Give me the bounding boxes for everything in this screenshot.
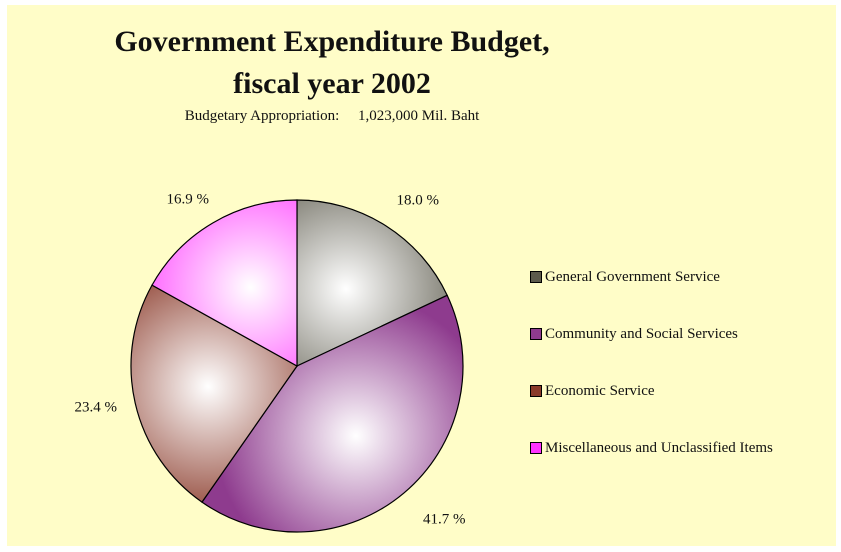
legend-item-general-government-service: General Government Service — [530, 267, 720, 287]
pie-slice-community-and-social-services — [201, 294, 464, 533]
chart-title-line-1: Government Expenditure Budget, — [114, 25, 550, 58]
chart-subtitle: Budgetary Appropriation: 1,023,000 Mil. … — [184, 108, 480, 124]
slice-value-label: 18.0 % — [396, 192, 439, 209]
legend-item-economic-service: Economic Service — [530, 381, 655, 401]
legend-label: General Government Service — [545, 268, 720, 285]
pie-chart — [130, 199, 464, 533]
legend-item-miscellaneous-and-unclassified-items: Miscellaneous and Unclassified Items — [530, 438, 773, 458]
legend-label: Economic Service — [545, 382, 655, 399]
legend-label: Miscellaneous and Unclassified Items — [545, 439, 773, 456]
chart-title-line-2: fiscal year 2002 — [233, 67, 431, 100]
pie-slice-general-government-service — [296, 199, 448, 367]
legend-item-community-and-social-services: Community and Social Services — [530, 324, 738, 344]
slice-value-label: 16.9 % — [166, 191, 210, 208]
legend-swatch — [530, 385, 542, 397]
chart-canvas: Government Expenditure Budget, fiscal ye… — [7, 5, 836, 546]
legend-swatch — [530, 328, 542, 340]
slice-value-label: 41.7 % — [422, 511, 466, 528]
legend-swatch — [530, 271, 542, 283]
legend-swatch — [530, 442, 542, 454]
slice-value-label: 23.4 % — [74, 399, 118, 416]
legend-label: Community and Social Services — [545, 325, 738, 342]
pie-slice-economic-service — [130, 284, 298, 503]
pie-slice-miscellaneous-and-unclassified-items — [151, 199, 298, 368]
